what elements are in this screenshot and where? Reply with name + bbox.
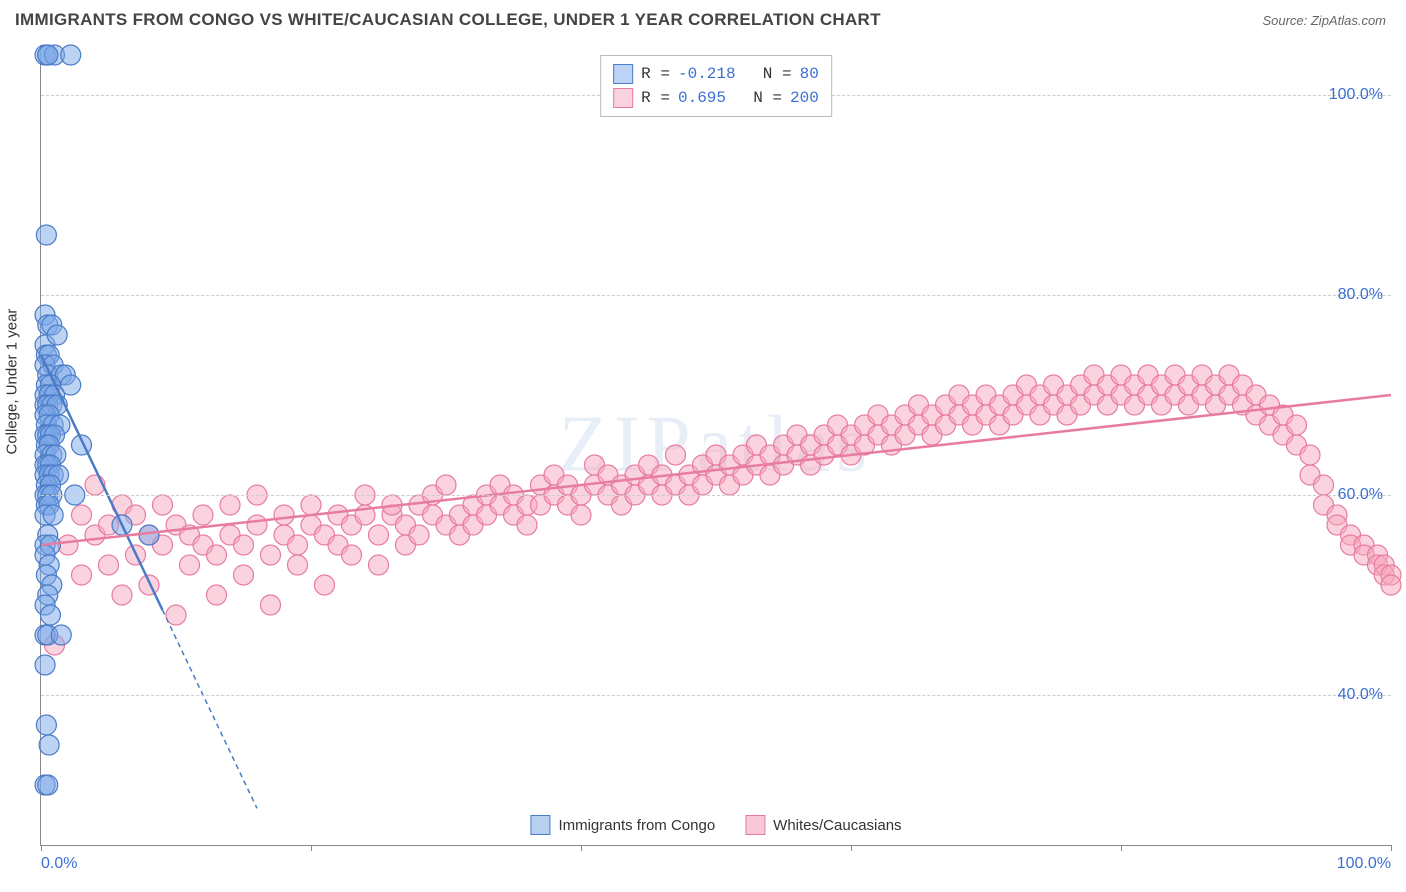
legend-swatch-blue — [613, 64, 633, 84]
legend-label-white: Whites/Caucasians — [773, 817, 901, 834]
y-tick-label: 100.0% — [1329, 86, 1383, 104]
legend-row-2: R = 0.695 N = 200 — [613, 86, 819, 110]
series-legend: Immigrants from Congo Whites/Caucasians — [530, 815, 901, 835]
x-tick-label: 100.0% — [1337, 855, 1391, 873]
legend-item-congo: Immigrants from Congo — [530, 815, 715, 835]
r-value-1: -0.218 — [678, 62, 736, 86]
chart-area: ZIPatlas R = -0.218 N = 80 R = 0.695 N =… — [40, 45, 1391, 846]
legend-swatch-pink — [613, 88, 633, 108]
r-value-2: 0.695 — [678, 86, 726, 110]
n-value-1: 80 — [800, 62, 819, 86]
legend-label-congo: Immigrants from Congo — [558, 817, 715, 834]
legend-row-1: R = -0.218 N = 80 — [613, 62, 819, 86]
n-value-2: 200 — [790, 86, 819, 110]
header: IMMIGRANTS FROM CONGO VS WHITE/CAUCASIAN… — [0, 0, 1406, 35]
source-label: Source: ZipAtlas.com — [1262, 13, 1386, 28]
y-axis-label: College, Under 1 year — [4, 309, 21, 455]
legend-swatch-congo — [530, 815, 550, 835]
y-tick-label: 80.0% — [1338, 286, 1383, 304]
y-tick-label: 40.0% — [1338, 686, 1383, 704]
chart-title: IMMIGRANTS FROM CONGO VS WHITE/CAUCASIAN… — [15, 10, 881, 30]
plot-svg — [41, 45, 1391, 845]
legend-swatch-white — [745, 815, 765, 835]
correlation-legend: R = -0.218 N = 80 R = 0.695 N = 200 — [600, 55, 832, 117]
legend-item-white: Whites/Caucasians — [745, 815, 901, 835]
x-tick-label: 0.0% — [41, 855, 77, 873]
y-tick-label: 60.0% — [1338, 486, 1383, 504]
